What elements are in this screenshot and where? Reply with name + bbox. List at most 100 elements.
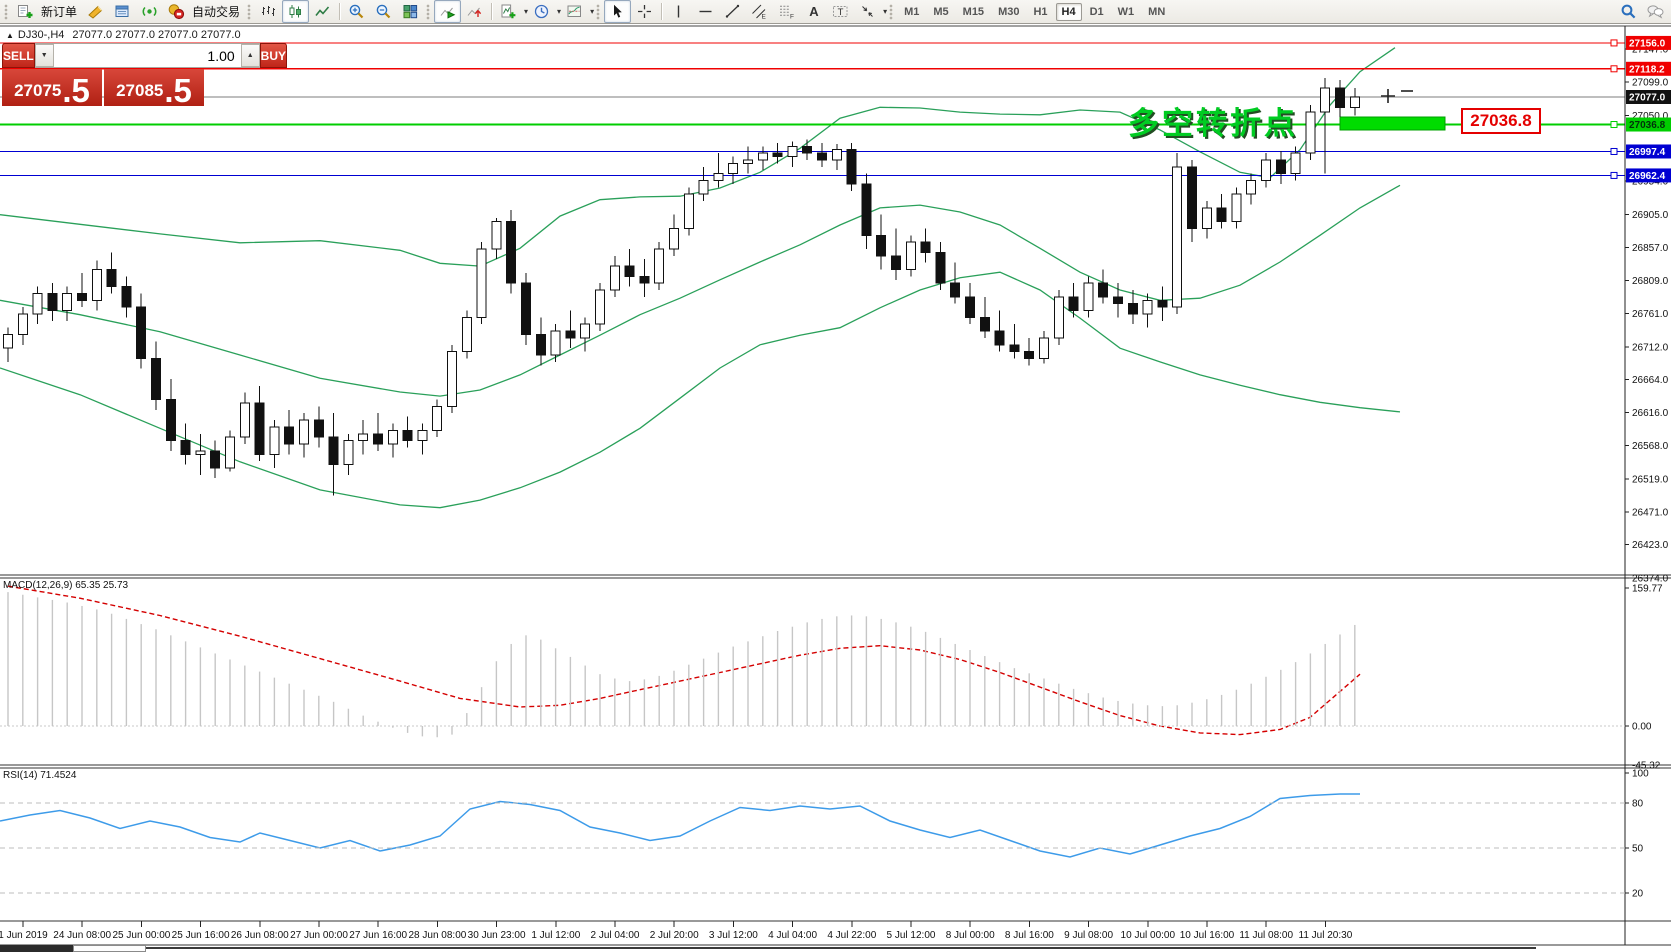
candle-body [1201,207,1212,229]
bar-chart-icon [262,6,276,16]
one-click-trading-panel: SELL ▼ ▲ BUY 27075.5 27085.5 [2,43,288,106]
toolbar-drag-handle[interactable] [889,3,894,20]
market-watch-button[interactable] [109,0,136,23]
hline-end-marker[interactable] [1610,147,1618,155]
rsi-axis-label: 20 [1632,889,1644,900]
buy-price-pip: .5 [164,72,192,106]
price-tick-label: 27099.0 [1632,77,1669,88]
quote-panel-collapse-icon[interactable]: ▲ [6,31,14,40]
candle-body [91,268,102,301]
hline-end-marker[interactable] [1610,171,1618,179]
timeframe-m1-button[interactable]: M1 [904,5,920,18]
chart-title: ▲ DJ30-,H4 27077.0 27077.0 27077.0 27077.0 [6,29,241,41]
tile-windows-button[interactable] [397,0,424,23]
toolbar-drag-handle[interactable] [596,3,601,20]
status-strip-dark-segment [0,945,73,952]
hline-end-marker[interactable] [1610,65,1618,73]
volume-down-button[interactable]: ▼ [34,44,54,67]
candle-body [62,292,73,312]
templates-button-dropdown-icon[interactable]: ▾ [590,7,595,16]
chart-shift-button[interactable] [461,0,488,23]
candle-body [17,313,28,336]
toolbar-drag-handle[interactable] [426,3,431,20]
candle-body [1142,299,1153,315]
signals-button[interactable] [136,0,163,23]
sell-button[interactable]: SELL [2,43,35,68]
status-strip-light-segment [73,945,146,952]
cursor-button[interactable] [604,0,632,23]
candle-body [1335,87,1345,108]
equidistant-channel-icon: E [752,4,767,20]
chart-profile-button[interactable] [82,0,109,23]
crosshair-icon [638,5,652,18]
autotrading-button[interactable] [163,0,190,23]
candle-body [299,419,309,445]
trendline-button[interactable] [719,0,746,23]
candle-body [654,248,665,284]
svg-text:T: T [838,7,844,18]
indicators-button-dropdown-icon[interactable]: ▾ [524,7,529,16]
fibonacci-button[interactable]: F [773,0,800,23]
hline-end-marker[interactable] [1610,121,1618,129]
candle-body [1290,152,1301,175]
timeframe-m30-button[interactable]: M30 [998,5,1020,18]
auto-scroll-button[interactable] [434,0,462,23]
time-axis[interactable]: 1 Jun 2019 24 Jun 08:00 25 Jun 00:00 25 Jun… [0,921,1353,941]
time-tick-label: 25 Jun 16:00 [172,930,230,941]
time-tick-label: 8 Jul 16:00 [1005,930,1054,941]
periods-button-dropdown-icon[interactable]: ▾ [557,7,562,16]
zoom-out-button[interactable] [370,0,397,23]
timeframe-d1-button[interactable]: D1 [1089,5,1104,18]
toolbar-drag-handle[interactable] [4,3,8,20]
text-tool-button[interactable]: A [800,0,827,23]
price-tick-label: 26616.0 [1632,408,1669,419]
candle-body [698,180,709,195]
candle-body [535,334,546,356]
arrows-tool-button[interactable] [854,0,881,23]
candlestick-button[interactable] [282,0,310,23]
bar-chart-button[interactable] [255,0,282,23]
candle-body [876,234,887,257]
price-tick-label: 26761.0 [1632,309,1669,320]
indicators-button[interactable] [495,0,522,23]
zoom-in-button[interactable] [343,0,370,23]
sell-price[interactable]: 27075.5 [2,69,102,106]
price-badge-label: 27156.0 [1629,38,1666,49]
buy-price[interactable]: 27085.5 [104,69,204,106]
buy-button[interactable]: BUY [259,43,288,68]
hline-end-marker[interactable] [1610,39,1618,47]
candle-body [1024,351,1035,359]
vertical-line-button[interactable] [665,0,692,23]
timeframe-mn-button[interactable]: MN [1148,5,1166,18]
timeframe-m5-button[interactable]: M5 [933,5,949,18]
new-order-button-label[interactable]: 新订单 [41,5,78,19]
equidistant-channel-button[interactable]: E [746,0,773,23]
market-watch-icon [115,5,129,17]
green-highlight-bar[interactable] [1339,116,1446,131]
chat-button[interactable] [1642,0,1669,23]
volume-input[interactable] [53,44,241,67]
volume-up-button[interactable]: ▲ [240,44,260,67]
crosshair-button[interactable] [631,0,658,23]
timeframe-h1-button[interactable]: H1 [1033,5,1048,18]
candle-body [624,265,635,277]
timeframe-h4-button[interactable]: H4 [1055,2,1082,21]
new-order-button[interactable] [12,0,39,23]
price-callout-box[interactable]: 27036.8 [1461,108,1541,134]
chart-annotation-text[interactable]: 多空转折点 [1128,106,1298,141]
search-button[interactable] [1615,0,1642,23]
timeframe-m15-button[interactable]: M15 [962,5,985,18]
line-chart-button[interactable] [309,0,336,23]
templates-button[interactable] [561,0,588,23]
arrows-tool-button-dropdown-icon[interactable]: ▾ [883,7,888,16]
candle-body [77,292,87,301]
toolbar-drag-handle[interactable] [247,3,252,20]
horizontal-line-button[interactable] [692,0,719,23]
text-label-button[interactable]: T [827,0,854,23]
price-tick-label: 26423.0 [1632,540,1669,551]
candle-body [1098,282,1109,298]
periods-button[interactable] [528,0,555,23]
autotrading-button-label[interactable]: 自动交易 [192,5,241,19]
timeframe-w1-button[interactable]: W1 [1117,5,1135,18]
